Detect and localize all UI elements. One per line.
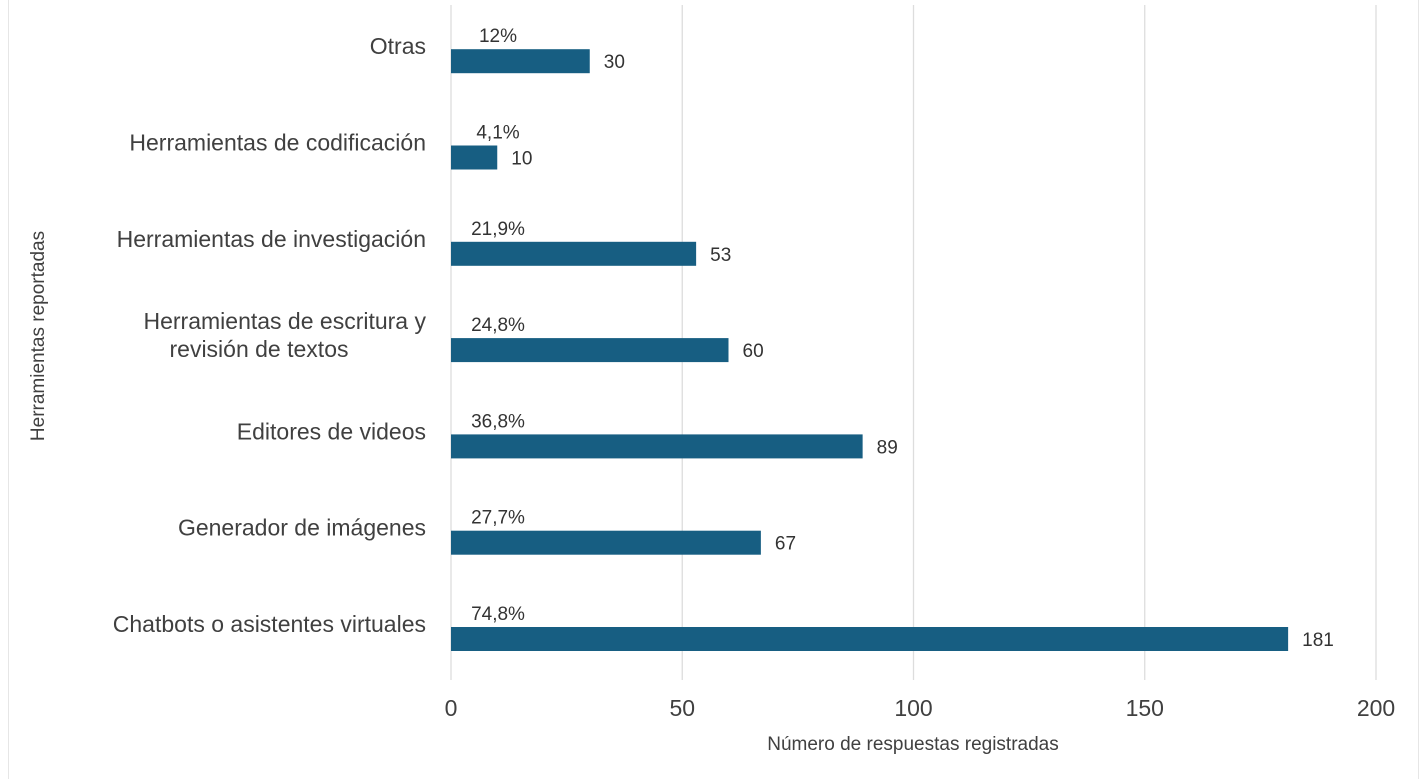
bar-percent-label: 4,1% bbox=[476, 123, 519, 144]
bar bbox=[451, 145, 498, 170]
x-tick-label: 0 bbox=[445, 695, 458, 721]
x-tick-label: 100 bbox=[894, 695, 932, 721]
y-axis-title: Herramientas reportadas bbox=[28, 231, 49, 441]
bar bbox=[451, 241, 697, 266]
bar-percent-label: 36,8% bbox=[471, 411, 525, 432]
category-label-line: Herramientas de escritura y bbox=[144, 308, 427, 334]
category-label-line: revisión de textos bbox=[170, 336, 349, 362]
bar-percent-label: 24,8% bbox=[471, 315, 525, 336]
bar bbox=[451, 434, 863, 459]
bar-value-label: 181 bbox=[1302, 630, 1334, 651]
bar bbox=[451, 530, 761, 555]
x-tick-label: 200 bbox=[1357, 695, 1395, 721]
category-label: Generador de imágenes bbox=[178, 515, 426, 541]
frame-border-right bbox=[1418, 0, 1419, 779]
frame-border-left bbox=[8, 0, 9, 779]
x-tick-label: 50 bbox=[669, 695, 695, 721]
bar-percent-label: 27,7% bbox=[471, 508, 525, 529]
category-label: Herramientas de codificación bbox=[129, 130, 426, 156]
bar-value-label: 67 bbox=[775, 534, 796, 555]
bar-value-label: 10 bbox=[511, 149, 532, 170]
category-label: Herramientas de escritura y revisión de t… bbox=[144, 308, 427, 362]
bar-value-label: 60 bbox=[743, 341, 764, 362]
bar bbox=[451, 338, 729, 363]
x-tick-label: 150 bbox=[1126, 695, 1164, 721]
x-axis-title: Número de respuestas registradas bbox=[767, 734, 1058, 755]
category-label: Chatbots o asistentes virtuales bbox=[113, 611, 426, 637]
gridlines bbox=[450, 5, 1377, 680]
category-label: Herramientas de investigación bbox=[117, 226, 426, 252]
bar-value-label: 30 bbox=[604, 52, 625, 73]
bar-value-label: 89 bbox=[877, 437, 898, 458]
bar-value-label: 53 bbox=[710, 245, 731, 266]
bar-percent-label: 21,9% bbox=[471, 219, 525, 240]
bar bbox=[451, 627, 1289, 651]
labels: 0 50 100 150 200 181 74,8% Chatbots o asistente… bbox=[113, 26, 1395, 721]
category-label: Otras bbox=[370, 33, 426, 59]
bar-percent-label: 74,8% bbox=[471, 604, 525, 625]
bar-percent-label: 12% bbox=[479, 26, 517, 47]
bar bbox=[451, 49, 590, 74]
bars bbox=[451, 49, 1289, 651]
category-label: Editores de videos bbox=[237, 418, 426, 444]
